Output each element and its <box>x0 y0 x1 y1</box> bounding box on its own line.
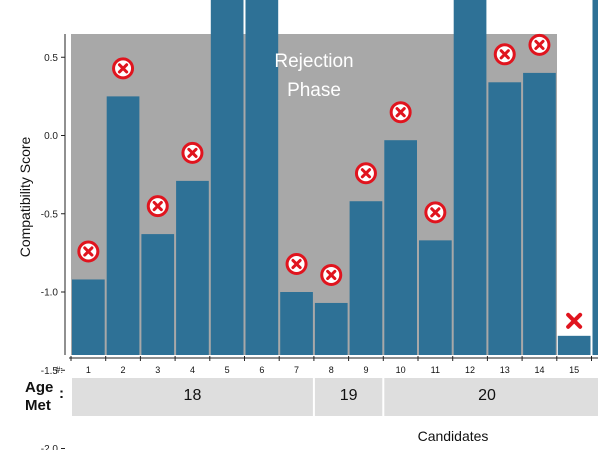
cross-stroke <box>291 258 302 270</box>
bar-candidate-3 <box>141 234 175 355</box>
rejected-marker-11 <box>424 201 447 224</box>
bar-candidate-4 <box>176 180 209 355</box>
age-band-18 <box>72 378 313 416</box>
cross-stroke <box>566 312 583 329</box>
candidate-number: 1 <box>86 365 91 375</box>
rejected-marker-7 <box>285 253 308 275</box>
age-group-label: 20 <box>478 387 496 404</box>
age-group-label: 19 <box>340 387 358 404</box>
bar-candidate-6 <box>245 0 279 356</box>
rejected-marker-4 <box>181 141 204 164</box>
candidate-number: 3 <box>155 365 160 375</box>
age-group-label: 18 <box>184 387 202 404</box>
y-tick-label: 0.0 <box>44 131 58 142</box>
y-tick-label: -1.5 <box>41 366 59 377</box>
candidate-number: 8 <box>329 365 334 375</box>
y-tick-label: -2.0 <box>41 444 59 450</box>
bar-next-candidate-partial <box>592 0 598 356</box>
bar-candidate-1 <box>72 279 105 355</box>
rejected-marker-9 <box>354 162 377 185</box>
rejected-marker-10 <box>389 101 412 124</box>
candidate-number: 13 <box>500 365 510 375</box>
cross-stroke <box>360 168 372 179</box>
candidate-number: 10 <box>396 365 406 375</box>
candidate-number: 14 <box>534 365 544 375</box>
bar-candidate-10 <box>384 140 417 355</box>
cross-stroke <box>117 63 129 74</box>
candidate-number: 12 <box>465 365 475 375</box>
cross-stroke <box>534 39 545 50</box>
rejected-marker-13 <box>493 43 516 66</box>
y-axis: 1.00.50.0-0.5-1.0-1.5-2.0-2.5 <box>41 34 66 450</box>
bar-candidate-12 <box>453 0 487 356</box>
phase-label-line1: Rejection <box>274 51 353 72</box>
bar-candidate-11 <box>419 240 452 355</box>
rejection-markers <box>77 33 583 329</box>
candidate-number: 5 <box>225 365 230 375</box>
age-band-19 <box>314 378 383 416</box>
y-tick-label: -0.5 <box>41 209 59 220</box>
bars <box>72 0 598 356</box>
rejected-marker-2 <box>112 57 135 80</box>
candidate-number: 15 <box>569 365 579 375</box>
candidate-number: 9 <box>363 365 368 375</box>
bar-candidate-13 <box>488 82 522 355</box>
rejected-marker-3 <box>146 195 169 218</box>
bar-candidate-8 <box>314 302 348 355</box>
x-axis-title: Candidates <box>418 428 489 444</box>
cross-stroke <box>187 147 198 158</box>
y-tick-label: -1.0 <box>41 288 59 299</box>
age-band-20 <box>384 378 598 416</box>
bar-candidate-2 <box>106 96 140 355</box>
y-axis-title: Compatibility Score <box>17 136 33 257</box>
bar-candidate-9 <box>349 201 383 355</box>
cross-stroke <box>499 49 510 60</box>
candidate-number-key: #: <box>55 365 63 375</box>
bar-candidate-5 <box>210 0 244 356</box>
age-row-key: Age <box>25 379 53 396</box>
cross-stroke <box>152 200 163 212</box>
met-row-key: Met <box>25 397 51 414</box>
phase-label-line2: Phase <box>287 80 341 101</box>
cross-stroke <box>83 246 94 257</box>
cross-stroke <box>326 269 337 281</box>
bar-candidate-14 <box>523 72 556 356</box>
candidate-number: 2 <box>121 365 126 375</box>
candidate-number: 11 <box>431 365 440 375</box>
candidate-number: 6 <box>259 365 264 375</box>
row-key-colon: : <box>59 385 64 402</box>
rejected-marker-14 <box>528 33 551 56</box>
bar-candidate-15 <box>557 335 591 355</box>
cross-stroke <box>430 207 441 218</box>
candidate-number: 4 <box>190 365 195 375</box>
cross-stroke <box>395 107 406 118</box>
rejected-marker-8 <box>320 263 343 286</box>
bar-candidate-7 <box>280 292 313 355</box>
rejected-marker-1 <box>77 240 100 263</box>
current-candidate-marker <box>566 312 583 329</box>
candidate-number: 7 <box>294 365 299 375</box>
y-tick-label: 0.5 <box>44 53 58 64</box>
